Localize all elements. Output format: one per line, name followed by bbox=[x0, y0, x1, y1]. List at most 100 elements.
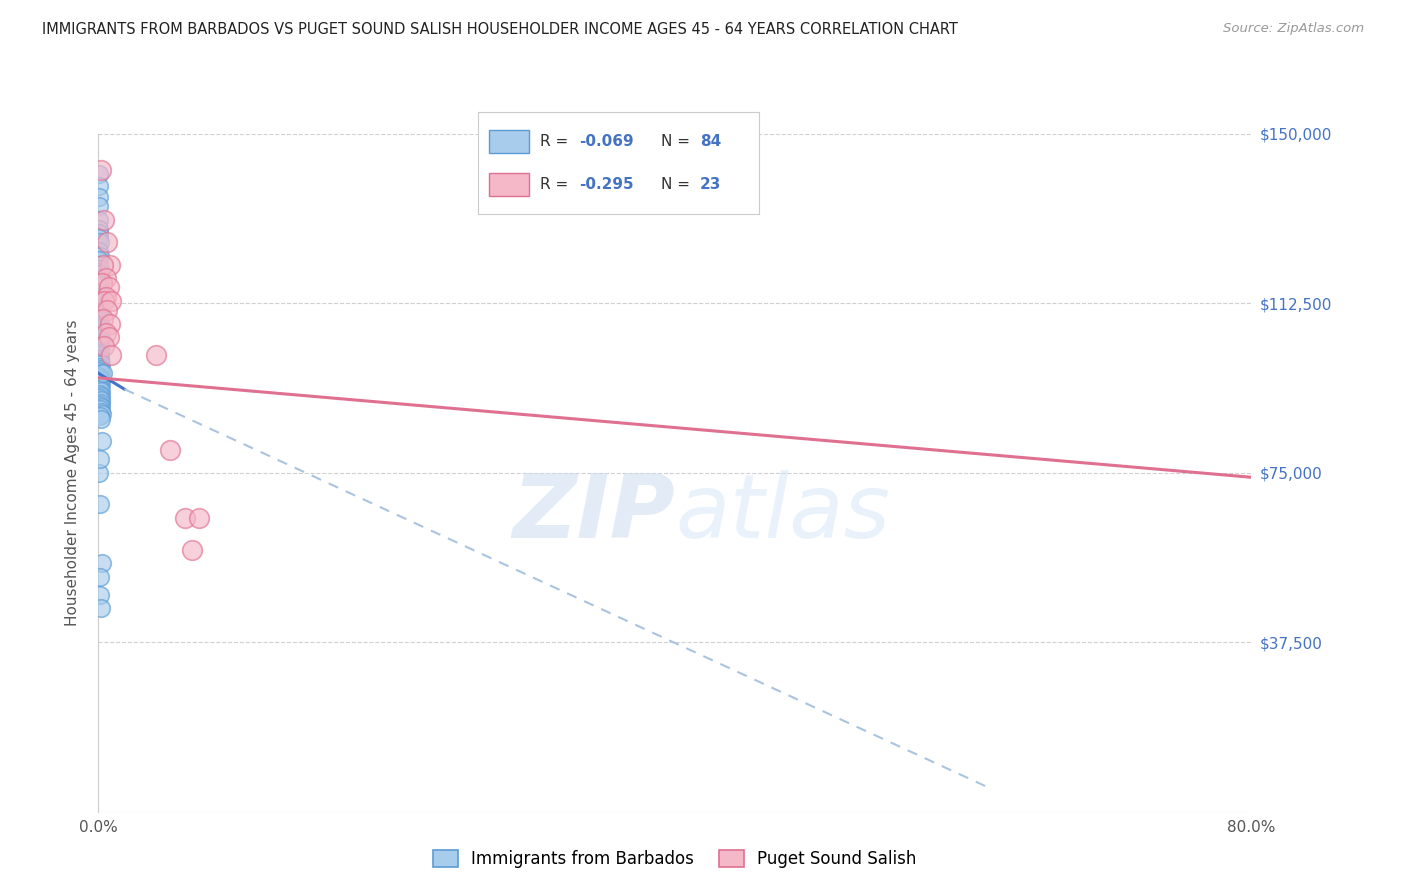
Text: 84: 84 bbox=[700, 134, 721, 149]
Point bbox=[87, 280, 110, 294]
Point bbox=[89, 343, 111, 358]
Point bbox=[96, 303, 118, 318]
Point bbox=[91, 276, 114, 290]
Point bbox=[89, 312, 111, 326]
Legend: Immigrants from Barbados, Puget Sound Salish: Immigrants from Barbados, Puget Sound Sa… bbox=[426, 843, 924, 875]
Point bbox=[90, 389, 112, 403]
Point bbox=[90, 556, 112, 570]
Point bbox=[89, 314, 111, 328]
Point bbox=[89, 235, 111, 250]
Point bbox=[89, 342, 111, 356]
Point bbox=[90, 401, 112, 415]
Point bbox=[89, 409, 111, 424]
Point bbox=[89, 293, 111, 308]
Y-axis label: Householder Income Ages 45 - 64 years: Householder Income Ages 45 - 64 years bbox=[65, 319, 80, 626]
Point bbox=[89, 276, 111, 290]
Point bbox=[89, 249, 111, 263]
Point bbox=[89, 398, 111, 412]
Point bbox=[89, 303, 111, 318]
Bar bbox=[489, 173, 529, 195]
Point bbox=[181, 542, 204, 557]
Point bbox=[89, 231, 111, 245]
Point bbox=[89, 376, 111, 390]
Point bbox=[91, 312, 114, 326]
Point bbox=[145, 348, 167, 362]
Point bbox=[90, 357, 112, 371]
Point bbox=[89, 244, 111, 259]
Point bbox=[89, 386, 111, 401]
Point bbox=[89, 337, 111, 351]
Point bbox=[94, 271, 117, 285]
Point bbox=[89, 199, 111, 213]
Point bbox=[87, 212, 110, 227]
Point bbox=[91, 258, 114, 272]
Point bbox=[90, 411, 112, 425]
Point bbox=[89, 364, 111, 378]
Point bbox=[90, 384, 112, 399]
Point bbox=[89, 267, 111, 281]
Point bbox=[89, 352, 111, 367]
Point bbox=[89, 321, 111, 335]
Point bbox=[97, 280, 120, 294]
Point bbox=[87, 226, 110, 240]
Text: R =: R = bbox=[540, 177, 574, 192]
Point bbox=[89, 221, 111, 235]
Point bbox=[87, 258, 110, 272]
Point bbox=[89, 301, 111, 315]
Point bbox=[90, 405, 112, 419]
Point bbox=[91, 367, 114, 381]
Point bbox=[89, 323, 111, 337]
Point bbox=[89, 368, 111, 383]
Point bbox=[93, 293, 115, 308]
Point bbox=[87, 326, 110, 340]
Text: R =: R = bbox=[540, 134, 574, 149]
Point bbox=[89, 310, 111, 324]
Point bbox=[91, 434, 114, 449]
Point bbox=[89, 361, 111, 376]
Point bbox=[89, 355, 111, 369]
Point bbox=[90, 393, 112, 408]
Point bbox=[94, 289, 117, 303]
Point bbox=[90, 601, 112, 615]
Point bbox=[89, 334, 111, 349]
Point bbox=[89, 178, 111, 193]
Point bbox=[90, 377, 112, 392]
Point bbox=[89, 305, 111, 319]
Point bbox=[89, 346, 111, 360]
Point bbox=[96, 235, 118, 250]
Point bbox=[89, 497, 111, 511]
Point bbox=[89, 271, 111, 285]
Point bbox=[90, 163, 112, 178]
Point bbox=[89, 452, 111, 467]
Point bbox=[94, 326, 117, 340]
Point bbox=[97, 330, 120, 344]
Point bbox=[90, 373, 112, 387]
Bar bbox=[489, 130, 529, 153]
Text: IMMIGRANTS FROM BARBADOS VS PUGET SOUND SALISH HOUSEHOLDER INCOME AGES 45 - 64 Y: IMMIGRANTS FROM BARBADOS VS PUGET SOUND … bbox=[42, 22, 957, 37]
Point bbox=[90, 367, 112, 381]
Point bbox=[90, 395, 112, 409]
Point bbox=[89, 299, 111, 313]
Point bbox=[89, 327, 111, 342]
Point bbox=[90, 330, 112, 344]
Point bbox=[100, 348, 122, 362]
Point bbox=[89, 382, 111, 396]
Text: ZIP: ZIP bbox=[512, 470, 675, 557]
Point bbox=[89, 588, 111, 602]
Point bbox=[188, 511, 211, 525]
Point bbox=[159, 443, 181, 458]
Point bbox=[89, 359, 111, 374]
Point bbox=[87, 190, 110, 204]
Point bbox=[89, 391, 111, 405]
Point bbox=[98, 317, 121, 331]
Point bbox=[89, 317, 111, 331]
Point bbox=[100, 293, 122, 308]
Point bbox=[89, 402, 111, 417]
Text: N =: N = bbox=[661, 134, 695, 149]
Point bbox=[89, 380, 111, 394]
Point bbox=[89, 333, 111, 347]
Text: Source: ZipAtlas.com: Source: ZipAtlas.com bbox=[1223, 22, 1364, 36]
Point bbox=[89, 253, 111, 268]
Point bbox=[98, 258, 121, 272]
Point bbox=[89, 348, 111, 362]
